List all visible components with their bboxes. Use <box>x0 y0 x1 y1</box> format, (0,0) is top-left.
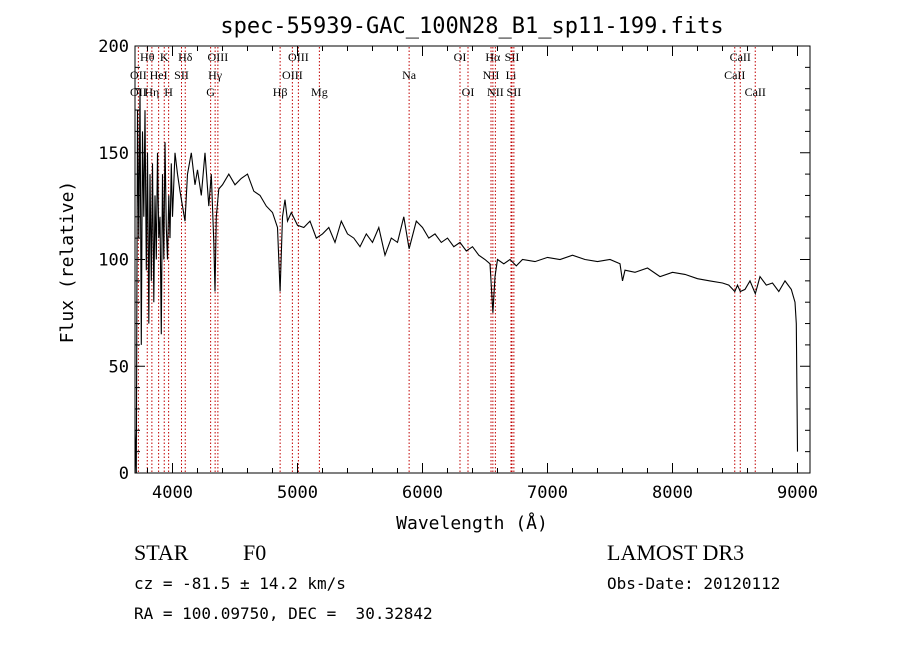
line-marker-label: Hβ <box>273 85 288 99</box>
line-marker-label: Hγ <box>208 68 223 82</box>
line-marker-label: CaII <box>724 68 745 82</box>
x-tick-label: 4000 <box>152 483 193 503</box>
y-tick-label: 50 <box>109 357 129 377</box>
line-marker-label: Hα <box>485 50 501 64</box>
line-marker-label: OI <box>454 50 467 64</box>
line-marker-label: OI <box>462 85 475 99</box>
line-marker-label: Hθ <box>140 50 155 64</box>
spectrum-line <box>134 88 799 474</box>
line-marker-label: OIII <box>288 50 309 64</box>
line-marker-label: Na <box>402 68 417 82</box>
line-marker-label: Hη <box>144 85 159 99</box>
x-tick-label: 5000 <box>277 483 318 503</box>
line-marker-label: CaII <box>730 50 751 64</box>
line-marker-label: Li <box>506 68 517 82</box>
line-marker-label: HeI <box>150 68 168 82</box>
line-markers: HθOIIOIIHηHeIKHSIIHδGHγOIIIHβOIIIOIIIMgN… <box>130 47 766 472</box>
line-marker-label: G <box>206 85 215 99</box>
line-marker-label: NII <box>483 68 500 82</box>
x-tick-label: 8000 <box>652 483 693 503</box>
y-tick-label: 100 <box>98 251 129 271</box>
line-marker-label: Mg <box>311 85 328 99</box>
object-subclass: F0 <box>243 540 267 565</box>
object-class: STAR <box>134 540 189 565</box>
survey-name: LAMOST DR3 <box>607 540 745 565</box>
line-marker-label: OIII <box>282 68 303 82</box>
line-marker-label: NII <box>487 85 504 99</box>
line-marker-label: OII <box>130 68 147 82</box>
line-marker-label: SII <box>507 85 522 99</box>
x-tick-label: 9000 <box>777 483 818 503</box>
coordinates-text: RA = 100.09750, DEC = 30.32842 <box>134 604 433 623</box>
line-marker-label: CaII <box>745 85 766 99</box>
x-tick-label: 6000 <box>402 483 443 503</box>
obs-date-text: Obs-Date: 20120112 <box>607 574 781 593</box>
line-marker-label: H <box>164 85 173 99</box>
line-marker-label: OIII <box>208 50 229 64</box>
y-tick-label: 200 <box>98 37 129 57</box>
x-tick-label: 7000 <box>527 483 568 503</box>
plot-frame <box>134 45 811 474</box>
y-tick-label: 0 <box>119 464 129 484</box>
axis-ticks: 4000 5000 6000 7000 8000 9000 0 50 100 150 200 <box>98 37 818 503</box>
x-axis-label: Wavelength (Å) <box>396 512 548 534</box>
line-marker-label: K <box>160 50 169 64</box>
line-marker-label: Hδ <box>178 50 193 64</box>
line-marker-label: SII <box>505 50 520 64</box>
redshift-text: cz = -81.5 ± 14.2 km/s <box>134 574 346 593</box>
line-marker-label: OII <box>130 85 147 99</box>
line-marker-label: SII <box>174 68 189 82</box>
chart-title: spec-55939-GAC_100N28_B1_sp11-199.fits <box>220 14 723 39</box>
y-tick-label: 150 <box>98 144 129 164</box>
y-axis-label: Flux (relative) <box>57 181 78 344</box>
